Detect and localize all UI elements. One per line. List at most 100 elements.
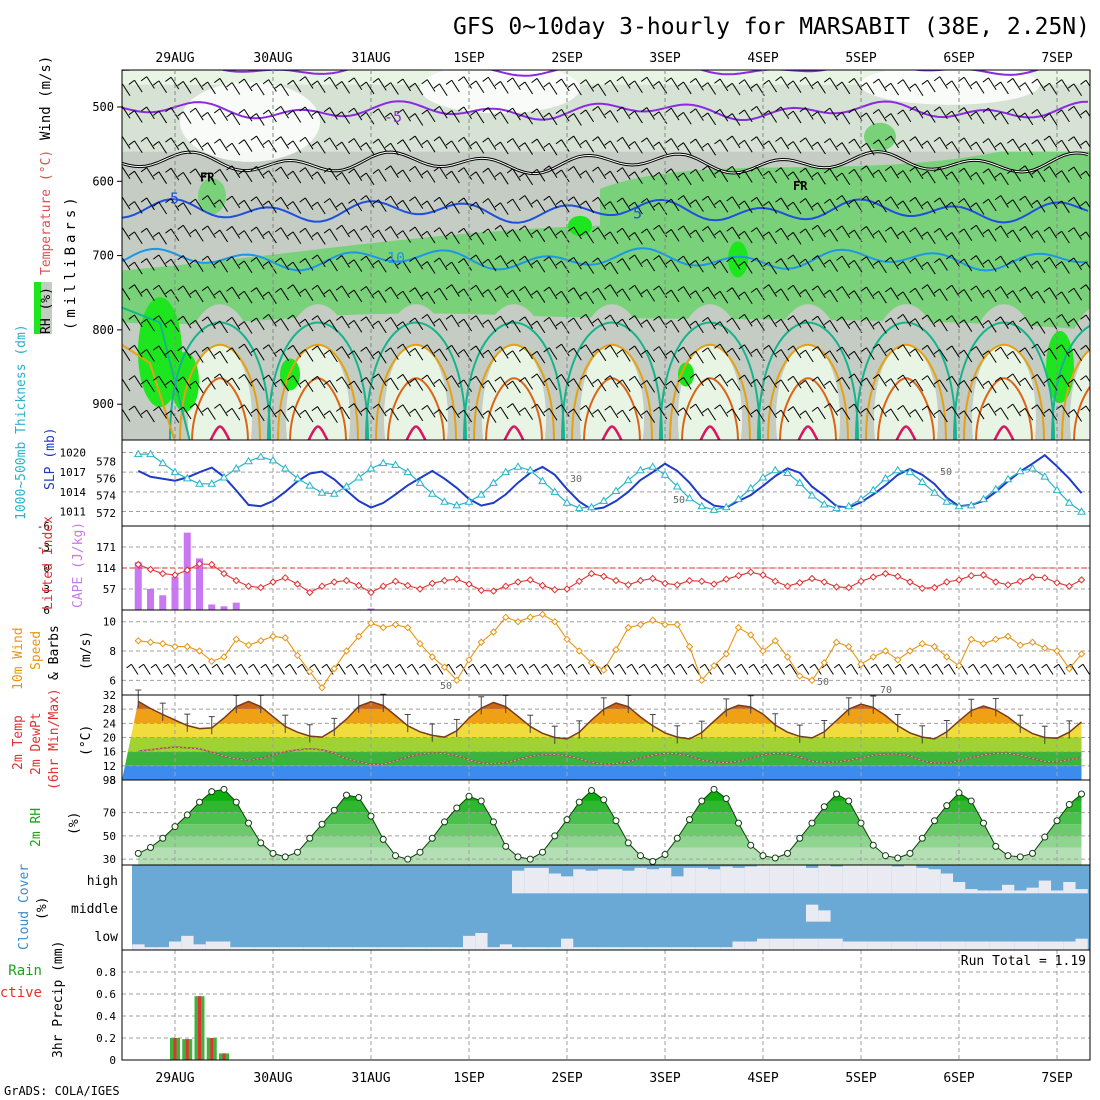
wind-barb-staff [878,374,887,387]
wind-barb-flag [762,344,770,350]
wind-barb-flag [1068,257,1075,263]
li-point [453,575,461,583]
thickness-point [991,484,1001,493]
wind-barb-flag [409,196,416,202]
wind-barb [396,199,412,213]
wind-barb-staff [768,110,778,123]
cloud-bar [193,944,206,950]
wind-barb-flag [921,375,928,381]
wind-barb-staff [707,226,717,239]
wind-barb-flag [799,289,806,295]
wind-barb [665,350,680,363]
wind-speed-point [293,651,302,660]
wind-barb [653,202,668,215]
wind-barb-flag [897,313,904,320]
wind-barb-staff [207,112,216,125]
wind-barb-flag [567,256,575,262]
wind-barb-staff [487,349,497,363]
wind-barb-flag [214,350,221,356]
wind-barb-staff [683,407,692,420]
wind-barb-flag [787,80,794,86]
wind-barb [348,319,363,333]
wind-barb-flag [714,321,721,327]
wind-barb-staff [618,664,627,675]
wind-barb [372,259,387,273]
li-point [661,579,669,588]
li-point [992,578,1000,586]
isotherm-10 [122,247,1089,272]
wind-barb-flag [372,320,379,326]
wind-barb-staff [536,138,546,152]
wind-barb [750,378,765,392]
wind-barb-flag [1080,231,1087,237]
wind-barb [958,289,973,302]
li-point [502,582,510,590]
wind-barb [189,107,204,121]
wind-barb [775,136,790,150]
wind-barb [122,348,131,362]
wind-barb [467,663,481,675]
thickness-point [195,479,204,487]
wind-barb-flag [628,171,636,177]
wind-barb-staff [866,377,875,391]
wind-barb [409,256,424,270]
wind-barb-staff [548,286,558,300]
wind-barb-staff [805,319,814,332]
wind-barb-flag [226,195,233,201]
wind-barb-staff [1073,378,1083,392]
wind-barb-flag [494,406,501,412]
wind-barb [738,313,753,327]
wind-barb-staff [707,408,717,421]
wind-barb [640,167,656,181]
wind-barb [384,195,399,209]
wind-barb-flag [1031,260,1038,266]
wind-barb-flag [1068,166,1075,172]
wind-barb [323,167,338,181]
cloud-bar [475,933,488,950]
rh-point [833,790,840,798]
wind-barb [506,319,521,333]
wind-barb-flag [775,106,782,112]
wind-barb [335,81,351,94]
wind-barb-flag [909,166,916,172]
wind-barb-flag [567,347,575,353]
wind-barb-flag [153,110,160,116]
wind-barb-flag [201,255,208,261]
wind-barb-flag [677,81,684,87]
wind-barb-staff [204,664,212,675]
wind-barb-staff [716,664,725,675]
wind-barb-flag [897,344,904,350]
rh-point [159,834,167,842]
wind-barb-staff [951,232,961,245]
wind-barb-staff [1024,82,1034,95]
wind-barb-flag [860,316,867,323]
wind-barb-staff [146,379,155,393]
wind-barb [177,224,192,238]
rh-point [1016,853,1024,861]
wind-barb-staff [231,143,241,156]
precip-convective-bar [222,1053,226,1060]
wind-barb-flag [201,225,208,231]
wind-barb-flag [750,105,758,111]
wind-barb-staff [780,76,790,89]
wind-barb [921,110,936,123]
wind-barb [921,79,936,93]
wind-barb-flag [238,108,245,114]
wind-barb-flag [982,350,989,356]
wind-barb-flag [323,137,331,143]
wind-barb-flag [250,347,257,353]
wind-barb-flag [238,404,245,410]
wind-barb-flag [750,409,758,415]
rh-point [269,849,277,857]
wind-barb [945,201,961,215]
rh-point [477,797,485,805]
cloud-bar [524,947,537,950]
wind-barb [274,227,290,240]
wind-barb-staff [606,664,615,675]
wind-barb [323,258,338,272]
wind-barb-flag [177,224,184,230]
wind-barb-flag [726,347,733,353]
wind-barb-flag [189,107,196,113]
wind-barb-flag [457,258,465,264]
